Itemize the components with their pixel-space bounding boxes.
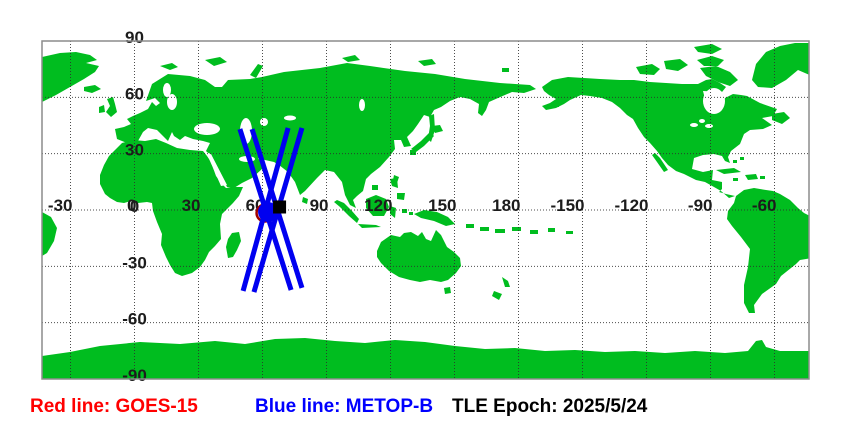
- longitude-label: 150: [428, 196, 456, 215]
- axis-labels: -30 0 30 60 90 120 150 180 -150 -120 -90 -609060300…: [48, 28, 777, 385]
- longitude-label: -90: [688, 196, 713, 215]
- latitude-label: 90: [125, 28, 144, 47]
- longitude-label: 90: [310, 196, 329, 215]
- black-square-marker: [273, 200, 287, 214]
- longitude-label: -60: [752, 196, 777, 215]
- latitude-label: 0: [130, 197, 139, 216]
- map-frame-border: [41, 40, 810, 380]
- legend-tle-epoch: TLE Epoch: 2025/5/24: [452, 396, 648, 417]
- world-map-land: [42, 43, 809, 379]
- latitude-label: -30: [122, 253, 147, 272]
- longitude-label: -30: [48, 196, 73, 215]
- longitude-label: -150: [550, 196, 584, 215]
- longitude-label: 180: [492, 196, 520, 215]
- latitude-label: 60: [125, 84, 144, 103]
- longitude-label: 120: [364, 196, 392, 215]
- satellite-tracks: [237, 127, 305, 293]
- metopb-position-dot: [258, 201, 279, 222]
- latitude-label: -90: [122, 366, 147, 385]
- longitude-label: -120: [614, 196, 648, 215]
- legend-goes15: Red line: GOES-15: [30, 396, 198, 417]
- latitude-label: -60: [122, 310, 147, 329]
- longitude-label: 0: [127, 196, 136, 215]
- legend-metopb: Blue line: METOP-B: [255, 396, 434, 417]
- latitude-label: 30: [125, 141, 144, 160]
- longitude-label: 30: [182, 196, 201, 215]
